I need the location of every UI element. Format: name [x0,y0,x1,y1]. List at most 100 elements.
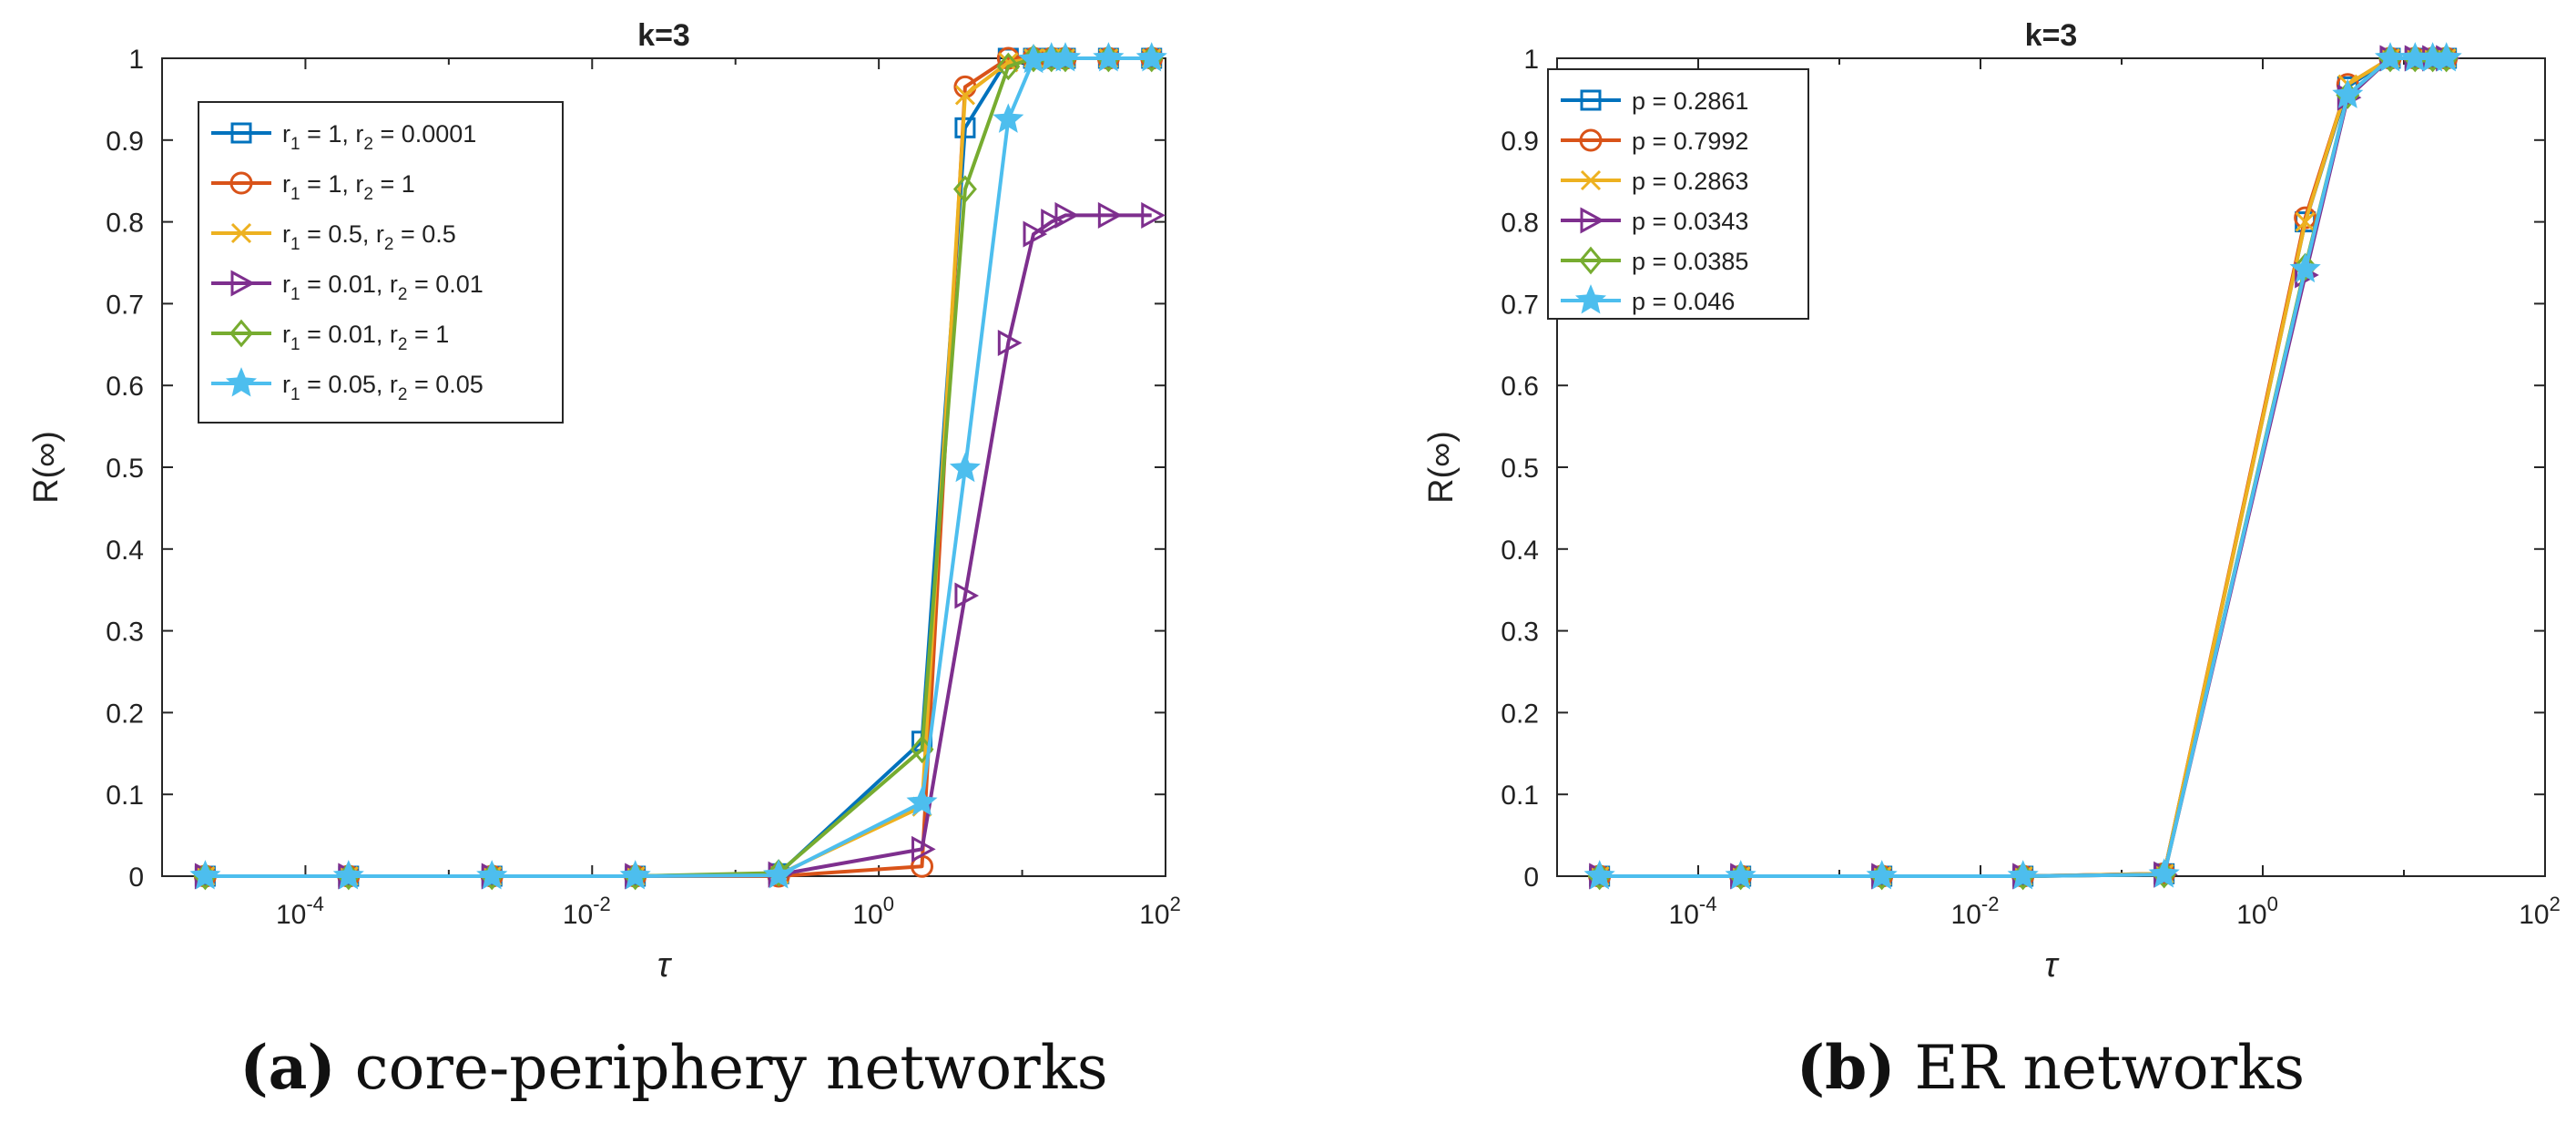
x-tick-label: 10-4 [1669,893,1717,930]
legend-marker [230,122,252,144]
y-tick-label: 0.7 [1501,290,1539,320]
data-point [619,860,651,890]
y-tick-label: 0.1 [1501,781,1539,811]
data-point [1097,201,1123,229]
x-tick-exponent: 2 [1170,893,1181,915]
data-point [911,835,936,863]
y-tick-label: 0.5 [1501,454,1539,484]
y-tick-label: 0.3 [106,618,144,648]
data-point [1141,201,1166,229]
legend-subscript: 2 [398,285,408,304]
legend-text: p = 0.2863 [1632,168,1748,195]
data-point [1041,209,1065,236]
legend-label: p = 0.0385 [1632,248,1748,275]
y-tick-label: 0.3 [1501,618,1539,648]
data-point [954,85,975,106]
y-tick-label: 0.1 [106,781,144,811]
y-tick-label: 1 [1523,45,1539,75]
legend-text: r [282,321,290,348]
y-tick-label: 0.8 [106,209,144,239]
y-tick-label: 0 [1523,863,1539,893]
x-tick-exponent: 2 [2550,893,2561,915]
data-point [949,452,981,483]
data-point [952,175,977,204]
data-point [998,52,1019,73]
x-tick-base: 10 [1951,900,1981,930]
data-point [2148,858,2180,888]
legend-marker [1579,246,1603,275]
data-point [993,103,1024,133]
x-tick-label: 100 [2236,893,2278,930]
y-tick-label: 0 [128,863,144,893]
x-tick-label: 102 [1139,893,1181,930]
caption-text: core-periphery networks [336,1033,1108,1103]
legend-text: = 1, r [300,120,364,148]
y-tick-label: 0.2 [1501,699,1539,729]
legend-text: r [282,371,290,398]
legend-label: r1 = 0.01, r2 = 0.01 [282,271,484,304]
x-tick-label: 10-2 [563,893,611,930]
legend-marker [229,171,253,195]
legend-label: r1 = 0.01, r2 = 1 [282,321,449,354]
legend-text: = 0.5, r [300,220,384,248]
legend-marker [1580,169,1602,191]
legend-subscript: 2 [384,235,394,254]
caption-text: ER networks [1896,1033,2306,1103]
legend-text: = 0.01, r [300,321,398,348]
legend-subscript: 1 [290,335,300,354]
legend-subscript: 1 [290,385,300,404]
legend-text: p = 0.046 [1632,288,1735,315]
panel-caption: (a) core-periphery networks [239,1032,1107,1103]
data-point [2374,42,2407,72]
legend-text: = 1 [407,321,449,348]
caption-letter: (a) [239,1032,335,1103]
legend-subscript: 1 [290,285,300,304]
legend-subscript: 1 [290,235,300,254]
legend-subscript: 1 [290,185,300,204]
y-tick-label: 0.9 [106,127,144,157]
data-point [996,52,1021,81]
legend-marker [1574,284,1607,314]
data-point [1135,42,1167,72]
series [1583,42,2462,890]
data-point [1725,860,1756,890]
legend-subscript: 2 [398,385,408,404]
y-tick-label: 0.2 [106,699,144,729]
legend-text: r [282,220,290,248]
data-point [997,329,1023,357]
x-tick-base: 10 [276,900,306,930]
y-tick-label: 0.4 [1501,536,1539,566]
data-point [906,786,938,816]
data-point [1583,860,1615,890]
legend-label: p = 0.7992 [1632,128,1748,155]
x-tick-exponent: 0 [883,893,894,915]
x-tick-base: 10 [2519,900,2549,930]
data-point [2332,78,2364,108]
legend-marker [1580,207,1605,234]
y-tick-label: 0.9 [1501,127,1539,157]
y-axis-label: R(∞) [27,431,66,504]
legend-label: r1 = 1, r2 = 1 [282,170,415,204]
legend-marker [225,367,258,397]
legend-marker [1580,89,1602,111]
y-tick-label: 0.6 [1501,372,1539,402]
x-tick-exponent: 0 [2267,893,2278,915]
x-axis-label: τ [657,946,673,985]
legend-subscript: 1 [290,135,300,154]
legend-text: = 0.0001 [373,120,476,148]
series [189,42,1167,890]
legend-marker [229,319,253,348]
data-point [1054,201,1080,229]
legend-text: r [282,120,290,148]
legend-text: = 0.05 [407,371,483,398]
legend-label: r1 = 0.5, r2 = 0.5 [282,220,456,254]
data-point [763,859,795,889]
y-tick-label: 0.8 [1501,209,1539,239]
chart-title: k=3 [637,18,690,53]
legend-subscript: 2 [363,135,373,154]
x-tick-base: 10 [1139,900,1169,930]
legend-text: = 0.05, r [300,371,398,398]
